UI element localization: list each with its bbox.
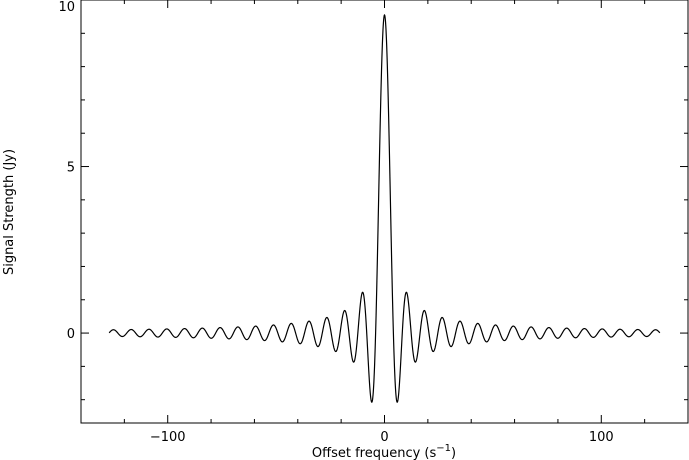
y-tick-label: 5: [67, 161, 75, 176]
x-axis-label-exponent: −1: [436, 443, 451, 454]
x-tick-label: 0: [380, 430, 388, 445]
series-line: [108, 13, 661, 403]
plot-frame: [80, 0, 689, 424]
x-tick-label: 100: [589, 430, 614, 445]
x-axis-ticks: −100 0 100: [80, 0, 689, 445]
y-tick-label: 10: [58, 0, 75, 15]
x-axis-label-close: ): [451, 446, 456, 460]
x-tick-label: −100: [150, 430, 186, 445]
y-axis-ticks: 0 5 10: [58, 0, 688, 401]
y-tick-label: 0: [67, 327, 75, 342]
y-axis-label: Signal Strength (Jy): [2, 149, 17, 275]
x-axis-label: Offset frequency (s−1): [312, 443, 456, 460]
